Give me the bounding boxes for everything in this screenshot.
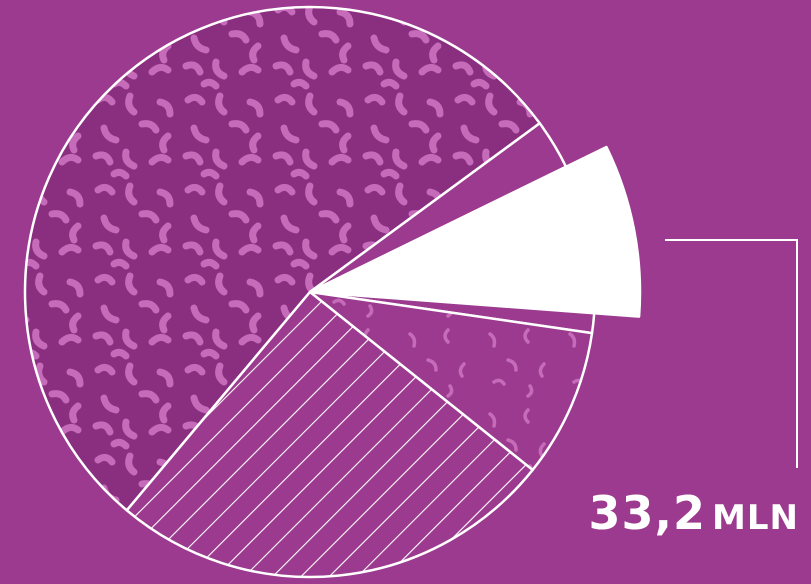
pie-slice-5 bbox=[308, 290, 594, 472]
callout-leader-line bbox=[665, 239, 798, 468]
callout-value: 33,2 bbox=[588, 486, 707, 540]
pie-slice-highlighted bbox=[308, 145, 642, 318]
pie-slice-6 bbox=[125, 290, 534, 579]
callout-unit: MLN bbox=[712, 498, 799, 538]
callout-label: 33,2 MLN bbox=[589, 486, 799, 540]
callout-line bbox=[665, 239, 798, 468]
pie-slice-1 bbox=[23, 5, 541, 512]
